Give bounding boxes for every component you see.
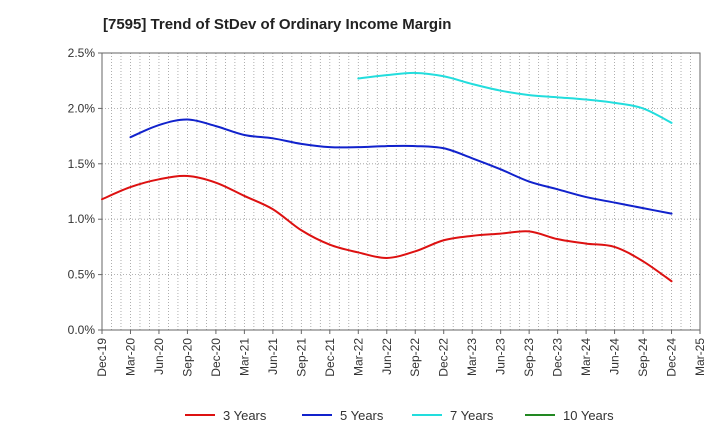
x-tick-label: Mar-25 <box>693 338 707 376</box>
x-tick-label: Sep-20 <box>180 338 194 377</box>
legend-label-3-years: 3 Years <box>223 408 267 423</box>
x-tick-label: Jun-20 <box>152 338 166 375</box>
x-tick-label: Mar-21 <box>237 338 251 376</box>
x-tick-label: Sep-23 <box>522 338 536 377</box>
y-axis-ticks: 0.0% 0.5% 1.0% 1.5% 2.0% 2.5% <box>68 46 102 337</box>
y-tick-label: 0.5% <box>68 268 96 282</box>
x-tick-label: Jun-22 <box>380 338 394 375</box>
x-tick-label: Dec-21 <box>323 338 337 377</box>
x-tick-label: Dec-19 <box>95 338 109 377</box>
x-axis-ticks: Dec-19 Mar-20 Jun-20 Sep-20 Dec-20 Mar-21 Jun-… <box>95 330 707 377</box>
legend-label-10-years: 10 Years <box>563 408 614 423</box>
plot-frame <box>101 52 701 331</box>
series-line-5-years <box>129 118 673 215</box>
series-lines <box>101 71 673 283</box>
x-tick-label: Mar-23 <box>465 338 479 376</box>
x-tick-label: Dec-22 <box>437 338 451 377</box>
x-tick-label: Jun-24 <box>608 338 622 375</box>
x-tick-label: Sep-22 <box>408 338 422 377</box>
y-tick-label: 1.5% <box>68 157 96 171</box>
series-line-7-years <box>357 71 673 124</box>
legend-label-5-years: 5 Years <box>340 408 384 423</box>
legend: 3 Years 5 Years 7 Years 10 Years <box>185 408 614 423</box>
x-tick-label: Mar-22 <box>351 338 365 376</box>
x-tick-label: Sep-21 <box>294 338 308 377</box>
x-tick-label: Jun-21 <box>266 338 280 375</box>
series-line-3-years <box>101 174 673 283</box>
x-tick-label: Sep-24 <box>636 338 650 377</box>
x-tick-label: Mar-24 <box>579 338 593 376</box>
plot-area <box>102 53 700 330</box>
plot-background <box>102 53 700 330</box>
y-tick-label: 1.0% <box>68 212 96 226</box>
y-tick-label: 2.5% <box>68 46 96 60</box>
x-tick-label: Mar-20 <box>123 338 137 376</box>
legend-label-7-years: 7 Years <box>450 408 494 423</box>
x-tick-label: Jun-23 <box>494 338 508 375</box>
x-tick-label: Dec-24 <box>665 338 679 377</box>
x-tick-label: Dec-20 <box>209 338 223 377</box>
x-tick-label: Dec-23 <box>551 338 565 377</box>
grid <box>102 53 700 330</box>
y-tick-label: 2.0% <box>68 101 96 115</box>
axes <box>101 52 701 331</box>
y-tick-label: 0.0% <box>68 323 96 337</box>
chart-title: [7595] Trend of StDev of Ordinary Income… <box>103 16 451 33</box>
